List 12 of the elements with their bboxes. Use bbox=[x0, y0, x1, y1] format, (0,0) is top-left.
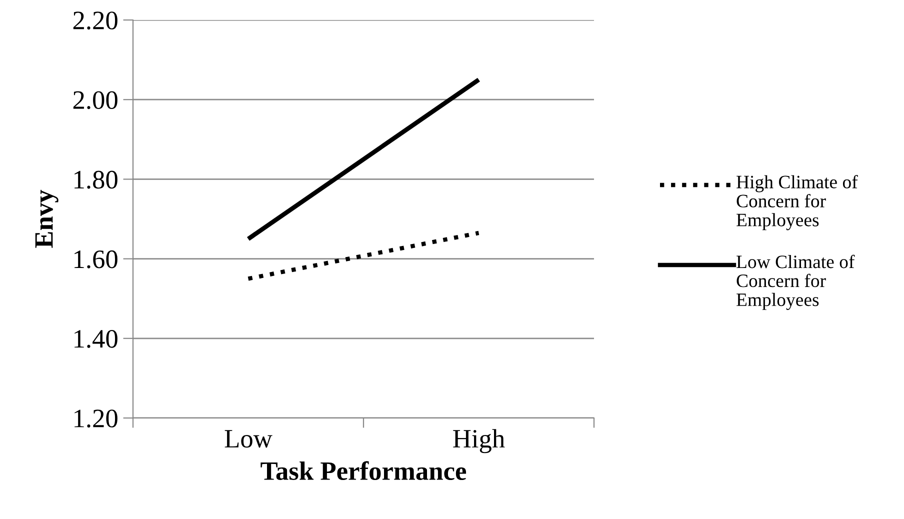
y-tick-label: 1.40 bbox=[74, 330, 118, 348]
legend-label: Low Climate of Concern for Employees bbox=[736, 254, 855, 310]
y-tick-label: 2.20 bbox=[73, 12, 118, 30]
y-tick-label: 1.20 bbox=[74, 410, 118, 428]
x-axis-title: Task Performance bbox=[260, 461, 466, 480]
y-tick-label: 2.00 bbox=[73, 91, 118, 110]
y-axis-title: Envy bbox=[35, 190, 58, 248]
legend-label: High Climate of Concern for Employees bbox=[736, 175, 858, 230]
x-tick-label: Low bbox=[224, 430, 272, 448]
x-tick-label: High bbox=[453, 429, 505, 454]
y-tick-label: 1.80 bbox=[74, 170, 118, 189]
y-tick-label: 1.60 bbox=[74, 250, 118, 268]
